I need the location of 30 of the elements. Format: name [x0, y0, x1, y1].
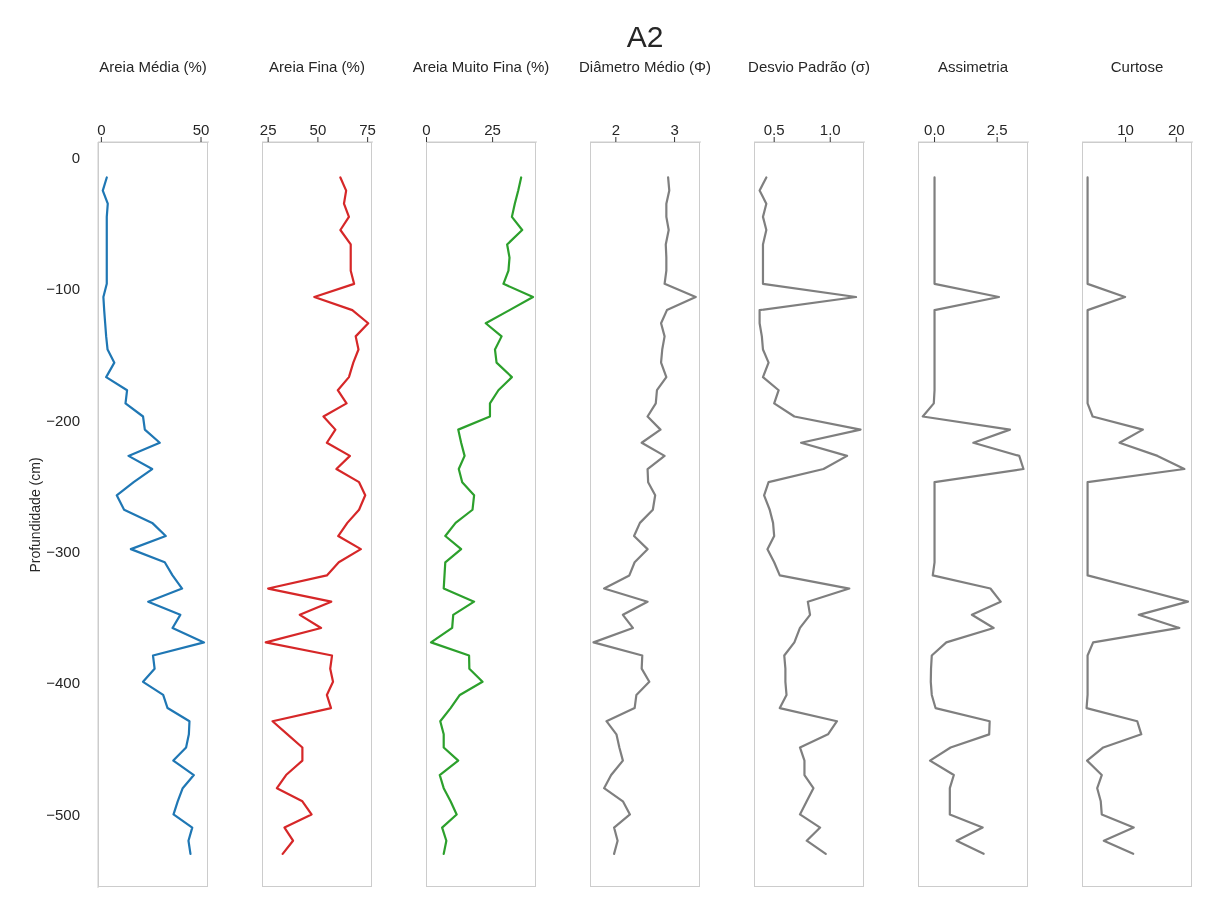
x-tick-label: 0 [97, 121, 106, 138]
y-tick-label: −400 [46, 674, 80, 692]
y-tick-label: 0 [71, 149, 80, 167]
y-tick-label: −100 [46, 280, 80, 298]
y-axis-title: Profundidade (cm) [27, 455, 44, 575]
x-tick-label: 25 [259, 121, 277, 138]
x-tick-label: 3 [670, 121, 679, 138]
x-tick-label: 20 [1167, 121, 1185, 138]
x-axis-title: Curtose [1109, 58, 1165, 75]
x-axis-title: Areia Muito Fina (%) [411, 58, 551, 75]
x-axis-title: Diâmetro Médio (Φ) [578, 58, 712, 75]
x-tick-label: 50 [309, 121, 327, 138]
x-tick-label: 2 [611, 121, 621, 138]
x-tick-label: 0.5 [763, 121, 785, 138]
chart-title: A2 [625, 20, 665, 54]
x-axis-title: Assimetria [937, 58, 1009, 75]
x-axis-title: Areia Fina (%) [268, 58, 366, 75]
y-tick-label: −200 [46, 411, 80, 429]
x-tick-label: 0.0 [924, 121, 945, 138]
x-tick-label: 2.5 [986, 121, 1008, 138]
x-tick-label: 25 [484, 121, 501, 138]
y-tick-label: −500 [46, 805, 80, 823]
y-tick-label: −300 [46, 543, 80, 561]
x-tick-label: 10 [1117, 121, 1134, 138]
x-tick-label: 1.0 [819, 121, 841, 138]
x-axis-title: Areia Média (%) [98, 58, 208, 75]
x-tick-label: 50 [192, 121, 210, 138]
x-tick-label: 75 [359, 121, 376, 138]
x-axis-title: Desvio Padrão (σ) [747, 58, 871, 75]
x-tick-label: 0 [422, 121, 431, 138]
